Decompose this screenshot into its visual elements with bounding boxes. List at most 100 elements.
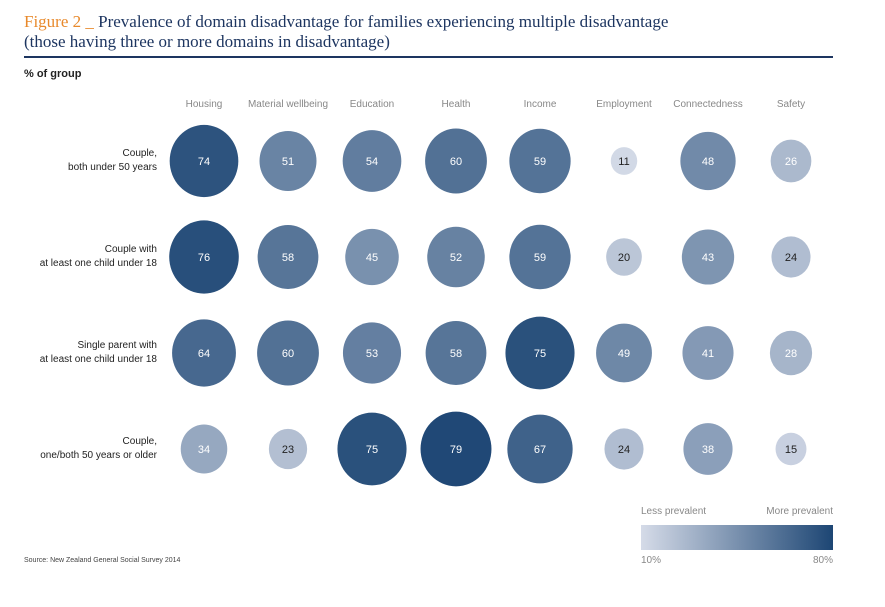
title-line-2: (those having three or more domains in d… (24, 32, 390, 51)
bubble: 49 (596, 323, 652, 383)
bubble-circle (337, 412, 407, 486)
source-note: Source: New Zealand General Social Surve… (24, 557, 181, 564)
bubble-value-label: 15 (785, 444, 797, 456)
bubble: 20 (606, 238, 642, 276)
bubble-value-label: 59 (534, 156, 546, 168)
bubble-value-label: 53 (366, 348, 378, 360)
unit-label: % of group (24, 68, 82, 80)
bubble-circle (770, 139, 812, 183)
chart-title: Figure 2 _ Prevalence of domain disadvan… (24, 12, 668, 52)
bubble-circle (345, 228, 399, 286)
bubble: 43 (681, 229, 735, 285)
bubble: 54 (342, 130, 402, 192)
bubble-value-label: 79 (450, 444, 462, 456)
bubble: 41 (682, 326, 734, 380)
bubble-value-label: 24 (785, 252, 797, 264)
row-label-line: Couple, (122, 148, 157, 159)
bubble-value-label: 24 (618, 444, 630, 456)
bubble: 28 (769, 330, 813, 376)
row-label: Couple with at least one child under 18 (40, 243, 157, 271)
bubble: 24 (604, 428, 644, 470)
row-label-line: Couple, (122, 436, 157, 447)
column-header: Employment (596, 99, 652, 110)
bubble-value-label: 75 (534, 348, 546, 360)
column-header: Health (441, 99, 471, 110)
bubble-circle (268, 428, 308, 470)
bubble-circle (420, 411, 492, 487)
bubble-value-label: 28 (785, 348, 797, 360)
bubble-circle (342, 130, 402, 192)
bubble-circle (425, 321, 487, 385)
row-label-line: Couple with (104, 244, 157, 255)
bubble: 52 (427, 226, 485, 288)
bubble: 75 (505, 316, 575, 390)
column-header: Housing (185, 99, 223, 110)
bubble-value-label: 48 (702, 156, 714, 168)
bubble: 23 (268, 428, 308, 470)
bubble-circle (169, 220, 239, 294)
bubble: 79 (420, 411, 492, 487)
bubble-circle (427, 226, 485, 288)
bubble: 24 (771, 236, 811, 278)
legend-gradient-bar (641, 525, 833, 550)
figure-number: Figure 2 _ (24, 12, 94, 31)
bubble: 58 (425, 321, 487, 385)
legend-less-label: Less prevalent (641, 506, 707, 517)
bubble: 59 (509, 224, 571, 290)
bubble-circle (610, 147, 638, 175)
bubble-value-label: 38 (702, 444, 714, 456)
bubble: 38 (683, 423, 733, 475)
bubble-circle (775, 432, 807, 466)
column-header: Safety (776, 99, 806, 110)
column-header: Material wellbeing (247, 99, 329, 110)
bubble-value-label: 43 (702, 252, 714, 264)
bubble-value-label: 60 (450, 156, 462, 168)
bubble-circle (682, 326, 734, 380)
bubble-value-label: 67 (534, 444, 546, 456)
bubble-value-label: 58 (450, 348, 462, 360)
bubble: 11 (610, 147, 638, 175)
bubble-circle (505, 316, 575, 390)
row-label: Couple, one/both 50 years or older (40, 435, 157, 463)
column-header: Connectedness (673, 99, 743, 110)
bubble-value-label: 54 (366, 156, 378, 168)
bubble-value-label: 64 (198, 348, 210, 360)
bubble-value-label: 76 (198, 252, 210, 264)
legend-min-label: 10% (641, 555, 662, 566)
column-header: Education (349, 99, 395, 110)
row-label-line: at least one child under 18 (39, 354, 157, 365)
row-label-line: one/both 50 years or older (40, 450, 157, 461)
row-label-line: both under 50 years (68, 162, 157, 173)
title-line-1: Prevalence of domain disadvantage for fa… (98, 12, 669, 31)
bubble-value-label: 60 (282, 348, 294, 360)
bubble-circle (507, 414, 573, 484)
bubble-circle (425, 128, 487, 194)
row-label-line: Single parent with (77, 340, 158, 351)
bubble-value-label: 51 (282, 156, 294, 168)
bubble-circle (606, 238, 642, 276)
row-label: Single parent with at least one child und… (40, 339, 157, 367)
bubble: 76 (169, 220, 239, 294)
bubble-circle (342, 322, 402, 384)
bubble: 45 (345, 228, 399, 286)
bubble: 48 (680, 131, 736, 191)
bubble: 59 (509, 128, 571, 194)
bubble-circle (771, 236, 811, 278)
bubble-circle (259, 131, 317, 191)
bubble: 34 (180, 424, 228, 474)
bubble-circle (509, 224, 571, 290)
column-header: Income (523, 99, 557, 110)
bubble-circle (604, 428, 644, 470)
bubble-circle (769, 330, 813, 376)
bubble-circle (683, 423, 733, 475)
bubble-value-label: 34 (198, 444, 210, 456)
bubble-circle (681, 229, 735, 285)
bubble-value-label: 58 (282, 252, 294, 264)
bubble-value-label: 52 (450, 252, 462, 264)
bubble-value-label: 74 (198, 156, 210, 168)
bubble: 67 (507, 414, 573, 484)
bubble-circle (509, 128, 571, 194)
bubble-value-label: 59 (534, 252, 546, 264)
bubble-value-label: 45 (366, 252, 378, 264)
